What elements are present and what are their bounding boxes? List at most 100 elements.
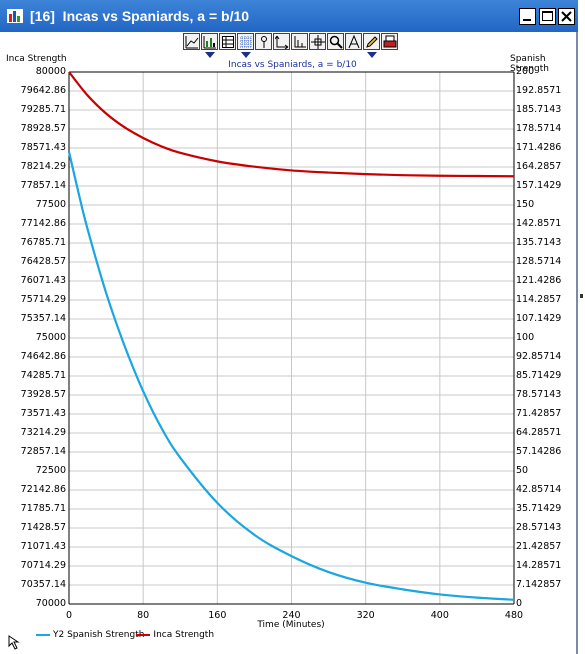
dropdown-arrow-icon[interactable]	[367, 52, 377, 58]
grid-button[interactable]	[237, 33, 254, 50]
table-icon	[222, 36, 234, 48]
legend: Y2 Spanish Strength Inca Strength	[36, 630, 214, 640]
x-axis-label: Time (Minutes)	[257, 620, 325, 630]
left-tick-label: 79285.71	[20, 104, 66, 115]
close-button[interactable]	[558, 8, 575, 25]
legend-label-inca: Inca Strength	[153, 630, 215, 640]
zoom-button[interactable]	[327, 33, 344, 50]
left-tick-label: 75714.29	[20, 294, 66, 305]
left-tick-label: 75000	[35, 332, 66, 343]
pencil-icon	[366, 36, 378, 48]
scale-button[interactable]	[291, 33, 308, 50]
title-bar[interactable]: [16] Incas vs Spaniards, a = b/10	[0, 0, 578, 32]
grid-icon	[240, 36, 252, 48]
app-chart-icon	[7, 9, 23, 23]
right-tick-label: 78.57143	[516, 389, 562, 400]
print-button[interactable]	[381, 33, 398, 50]
scale-icon	[294, 36, 306, 48]
left-axis-title: Inca Strength	[6, 54, 67, 64]
minimize-button[interactable]	[519, 8, 536, 25]
chart-title: Incas vs Spaniards, a = b/10	[228, 60, 357, 70]
right-tick-label: 142.8571	[516, 218, 562, 229]
left-tick-label: 80000	[35, 66, 66, 77]
left-tick-label: 72500	[35, 465, 66, 476]
window-title: [16] Incas vs Spaniards, a = b/10	[30, 8, 250, 24]
left-tick-label: 73928.57	[20, 389, 66, 400]
left-tick-label: 72142.86	[20, 484, 66, 495]
left-tick-label: 71785.71	[20, 503, 66, 514]
right-tick-label: 114.2857	[516, 294, 562, 305]
series-line-y2-spanish-strength	[67, 151, 515, 601]
left-tick-label: 73214.29	[20, 427, 66, 438]
right-tick-label: 107.1429	[516, 313, 562, 324]
right-tick-label: 21.42857	[516, 541, 562, 552]
print-icon	[383, 35, 397, 48]
right-tick-label: 50	[516, 465, 529, 476]
left-tick-label: 78928.57	[20, 123, 66, 134]
x-tick-label: 240	[282, 610, 301, 621]
right-tick-label: 28.57143	[516, 522, 562, 533]
legend-swatch-inca	[136, 634, 151, 636]
x-tick-label: 160	[208, 610, 227, 621]
right-tick-label: 92.85714	[516, 351, 562, 362]
left-tick-label: 78214.29	[20, 161, 66, 172]
resize-cursor-icon	[8, 635, 20, 650]
x-tick-label: 80	[137, 610, 150, 621]
right-tick-label: 192.8571	[516, 85, 562, 96]
left-tick-label: 70357.14	[20, 579, 66, 590]
left-tick-label: 71428.57	[20, 522, 66, 533]
left-tick-label: 78571.43	[20, 142, 66, 153]
maximize-button[interactable]	[539, 8, 556, 25]
minimize-icon	[523, 19, 531, 21]
right-tick-label: 7.142857	[516, 579, 562, 590]
right-tick-label: 135.7143	[516, 237, 562, 248]
left-tick-label: 77142.86	[20, 218, 66, 229]
left-tick-label: 77857.14	[20, 180, 66, 191]
left-tick-label: 74642.86	[20, 351, 66, 362]
right-tick-label: 157.1429	[516, 180, 562, 191]
left-tick-label: 71071.43	[20, 541, 66, 552]
right-tick-label: 121.4286	[516, 275, 562, 286]
right-tick-label: 128.5714	[516, 256, 562, 267]
right-tick-label: 71.42857	[516, 408, 562, 419]
right-tick-label: 100	[516, 332, 535, 343]
right-tick-label: 14.28571	[516, 560, 562, 571]
chart-toolbar	[183, 33, 399, 52]
legend-label-spanish: Y2 Spanish Strength	[53, 630, 145, 640]
zoom-icon	[329, 35, 343, 49]
x-tick-label: 0	[65, 610, 73, 621]
left-tick-label: 76785.71	[20, 237, 66, 248]
left-tick-label: 79642.86	[20, 85, 66, 96]
right-tick-label: 185.7143	[516, 104, 562, 115]
dropdown-arrow-icon[interactable]	[241, 52, 251, 58]
plot-background	[69, 72, 514, 604]
legend-swatch-spanish	[36, 634, 50, 636]
crosshair-button[interactable]	[309, 33, 326, 50]
x-tick-label: 480	[504, 610, 524, 621]
x-tick-label: 320	[356, 610, 375, 621]
axis-icon	[275, 35, 289, 49]
crosshair-icon	[311, 35, 325, 49]
left-tick-label: 72857.14	[20, 446, 66, 457]
x-tick-label: 400	[430, 610, 449, 621]
right-tick-label: 85.71429	[516, 370, 562, 381]
bar-chart-button[interactable]	[201, 33, 218, 50]
pin-button[interactable]	[255, 33, 272, 50]
pin-icon	[261, 36, 267, 48]
right-tick-label: 178.5714	[516, 123, 562, 134]
left-tick-label: 70714.29	[20, 560, 66, 571]
left-tick-label: 74285.71	[20, 370, 66, 381]
text-button[interactable]	[345, 33, 362, 50]
dropdown-arrow-icon[interactable]	[205, 52, 215, 58]
line-chart-button[interactable]	[183, 33, 200, 50]
axis-button[interactable]	[273, 33, 290, 50]
left-tick-label: 75357.14	[20, 313, 66, 324]
table-button[interactable]	[219, 33, 236, 50]
pencil-button[interactable]	[363, 33, 380, 50]
right-tick-label: 200	[516, 66, 535, 77]
right-tick-label: 164.2857	[516, 161, 562, 172]
right-tick-label: 57.14286	[516, 446, 562, 457]
left-tick-label: 76428.57	[20, 256, 66, 267]
